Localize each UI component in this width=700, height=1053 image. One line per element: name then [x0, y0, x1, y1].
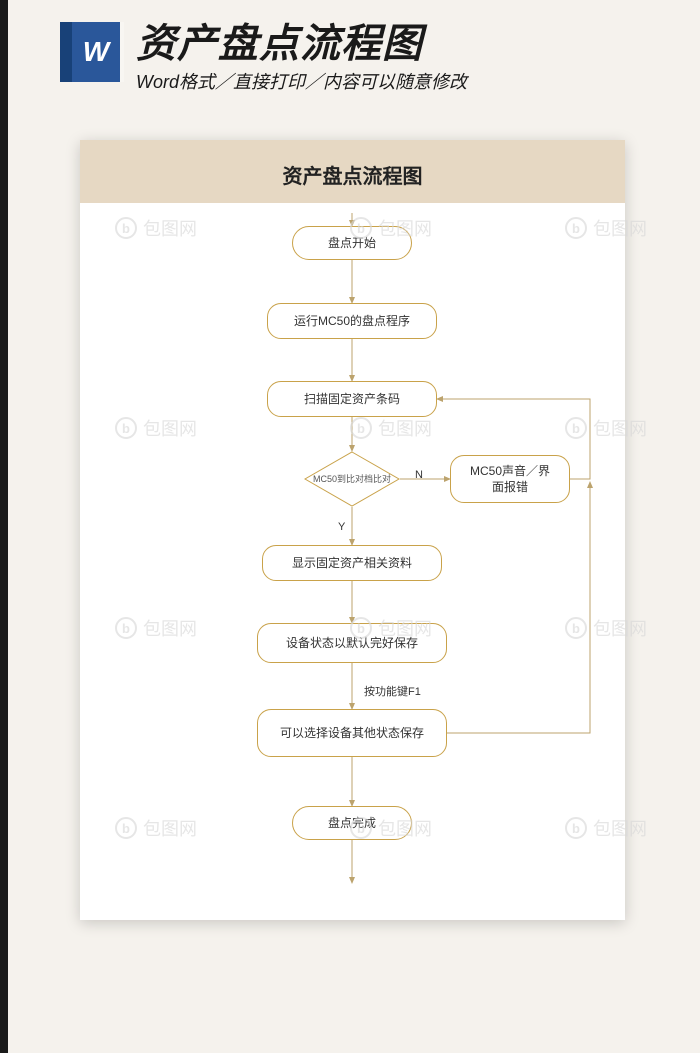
sub-title: Word格式／直接打印／内容可以随意修改 [136, 68, 680, 94]
watermark: b包图网 [350, 415, 432, 441]
watermark: b包图网 [350, 815, 432, 841]
watermark: b包图网 [565, 215, 647, 241]
document-preview: 资产盘点流程图 盘点开始运行MC50的盘点程序扫描固定资产条码MC50到比对档比… [80, 140, 625, 920]
flow-node-n5: MC50声音／界面报错 [450, 455, 570, 503]
edge-label: Y [338, 521, 345, 533]
watermark: b包图网 [115, 615, 197, 641]
watermark: b包图网 [350, 615, 432, 641]
flow-edge [447, 482, 590, 733]
flow-node-n6: 显示固定资产相关资料 [262, 545, 442, 581]
flow-node-n4: MC50到比对档比对 [304, 451, 400, 507]
watermark: b包图网 [115, 415, 197, 441]
edge-label: 按功能键F1 [364, 683, 421, 699]
watermark: b包图网 [350, 215, 432, 241]
flow-node-n2: 运行MC50的盘点程序 [267, 303, 437, 339]
page-header: W 资产盘点流程图 Word格式／直接打印／内容可以随意修改 [60, 22, 680, 94]
watermark: b包图网 [115, 215, 197, 241]
watermark: b包图网 [565, 815, 647, 841]
main-title: 资产盘点流程图 [136, 22, 680, 66]
word-icon: W [60, 22, 120, 82]
accent-bar [0, 0, 8, 1053]
watermark: b包图网 [115, 815, 197, 841]
word-icon-label: W [83, 36, 109, 68]
edge-label: N [415, 469, 423, 481]
title-block: 资产盘点流程图 Word格式／直接打印／内容可以随意修改 [136, 22, 680, 94]
doc-title: 资产盘点流程图 [80, 140, 625, 203]
flow-node-n8: 可以选择设备其他状态保存 [257, 709, 447, 757]
watermark: b包图网 [565, 415, 647, 441]
watermark: b包图网 [565, 615, 647, 641]
flow-node-n3: 扫描固定资产条码 [267, 381, 437, 417]
